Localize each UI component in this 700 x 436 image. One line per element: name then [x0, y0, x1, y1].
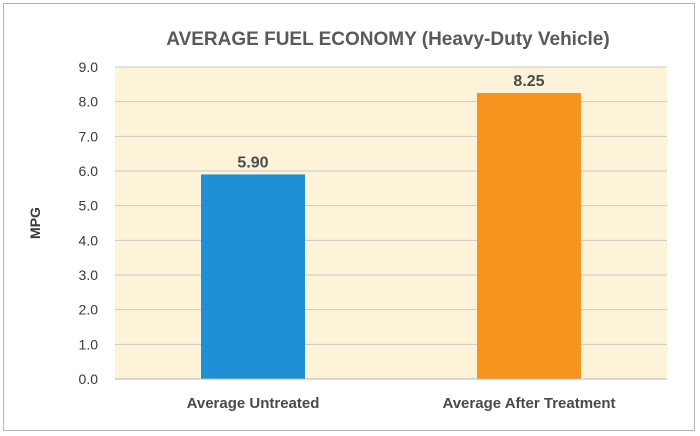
category-label-2: Average After Treatment [442, 395, 615, 412]
bar-2 [477, 93, 581, 379]
y-tick-label: 7.0 [79, 128, 99, 144]
y-axis-title: MPG [27, 207, 43, 239]
data-labels: 5.90 8.25 [237, 73, 544, 171]
data-label-1: 5.90 [237, 154, 268, 171]
data-label-2: 8.25 [513, 73, 544, 90]
y-tick-label: 8.0 [79, 94, 99, 110]
y-tick-label: 5.0 [79, 198, 99, 214]
y-tick-label: 6.0 [79, 163, 99, 179]
category-labels: Average Untreated Average After Treatment [187, 395, 616, 412]
y-tick-label: 2.0 [79, 302, 99, 318]
y-tick-label: 1.0 [79, 336, 99, 352]
y-tick-label: 0.0 [79, 371, 99, 387]
bars [201, 93, 581, 379]
plot-area [115, 67, 667, 379]
y-tick-label: 4.0 [79, 232, 99, 248]
y-axis-ticks: 0.0 1.0 2.0 3.0 4.0 5.0 6.0 7.0 8.0 9.0 [79, 59, 99, 387]
y-tick-label: 9.0 [79, 59, 99, 75]
bar-1 [201, 174, 305, 379]
chart-title: AVERAGE FUEL ECONOMY (Heavy-Duty Vehicle… [166, 29, 609, 50]
y-tick-label: 3.0 [79, 267, 99, 283]
category-label-1: Average Untreated [187, 395, 320, 412]
